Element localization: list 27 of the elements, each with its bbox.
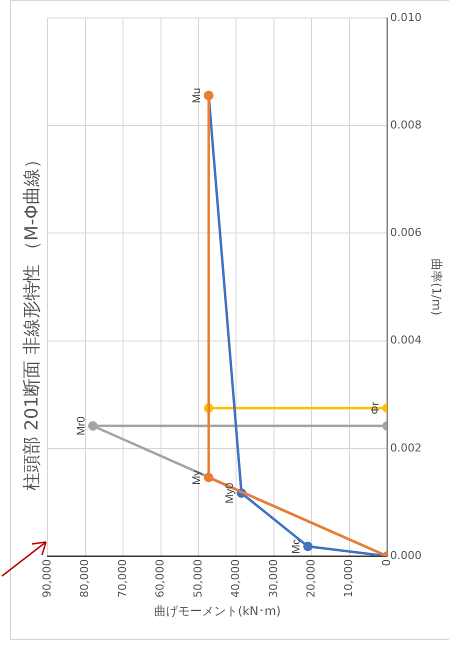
x-tick-label: 40,000 <box>229 559 242 598</box>
y-tick-label: 0.000 <box>390 548 422 562</box>
x-axis-title: 曲げモーメント(kN･m) <box>154 604 281 618</box>
x-tick-label: 10,000 <box>342 559 356 598</box>
x-tick-label: 20,000 <box>304 559 318 598</box>
annotation: Φr <box>370 402 382 414</box>
annotation: Mr0 <box>75 416 88 436</box>
x-tick-label: 80,000 <box>78 559 92 598</box>
annotation: My <box>191 470 204 485</box>
x-tick-label: 30,000 <box>266 559 280 598</box>
y-axis-title: 曲率(1/m) <box>430 258 444 316</box>
annotation: My0 <box>224 482 236 504</box>
point <box>204 472 214 482</box>
annotation: Mu <box>191 88 204 104</box>
x-tick-label: 0 <box>380 559 393 566</box>
x-tick-label: 50,000 <box>191 559 204 598</box>
y-tick-label: 0.008 <box>390 118 422 132</box>
text: 柱頭部 201断面 非線形特性 （M-Φ曲線） <box>21 150 42 490</box>
y-tick-label: 0.004 <box>390 334 422 347</box>
x-tick-label: 90,000 <box>40 559 54 598</box>
x-tick-label: 70,000 <box>116 559 129 598</box>
y-tick-label: 0.010 <box>390 10 422 24</box>
y-tick-label: 0.002 <box>390 441 422 454</box>
x-tick-label: 60,000 <box>154 559 167 598</box>
y-tick-label: 0.006 <box>390 226 422 240</box>
annotation: Mc <box>290 538 302 554</box>
point <box>303 542 313 552</box>
